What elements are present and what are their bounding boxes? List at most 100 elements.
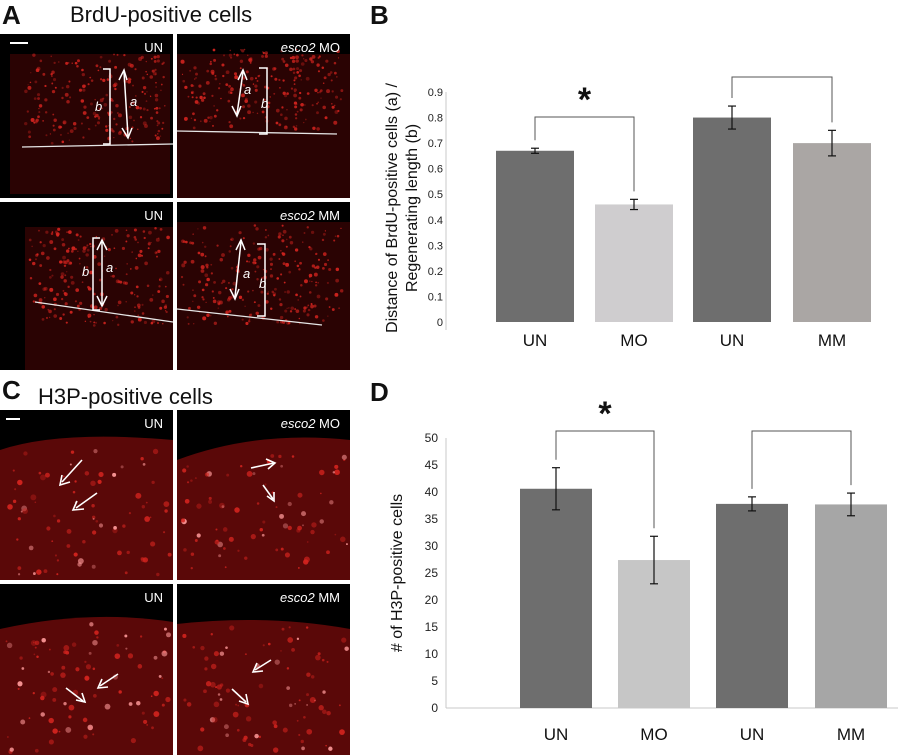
cell-dot [77,250,79,252]
cell-dot [322,252,327,256]
cell-dot [151,69,155,73]
cell-dot [261,54,264,58]
cell-dot [289,310,293,313]
cell-dot [69,463,72,466]
cell-dot [20,719,26,725]
cell-dot [203,689,207,694]
cell-dot [286,109,288,111]
cell-dot [238,231,242,235]
y-tick-label: 40 [425,485,439,499]
cell-dot [33,653,36,656]
cell-dot [297,492,303,498]
cell-dot [296,110,299,113]
cell-dot [28,258,32,262]
cell-dot [82,246,87,250]
cell-dot [200,252,205,257]
cell-dot [37,115,40,119]
cell-dot [49,133,52,135]
cell-dot [17,566,22,571]
cell-dot [156,124,159,127]
y-tick-label: 0.8 [428,113,443,125]
cell-dot [211,716,218,723]
cell-dot [153,55,157,59]
cell-dot [68,704,75,711]
cell-dot [258,735,262,739]
cell-dot [53,314,58,318]
cell-dot [51,274,54,277]
cell-dot [75,667,80,672]
cell-dot [248,313,252,317]
cell-dot [45,230,49,234]
cell-dot [183,240,186,243]
cell-dot [192,645,196,649]
cell-dot [99,55,103,59]
cell-dot [118,130,122,134]
cell-dot [63,279,67,283]
cell-dot [294,113,298,116]
cell-dot [42,244,46,248]
cell-dot [270,75,273,78]
cell-dot [104,703,111,710]
cell-dot [115,103,119,108]
cell-dot [66,231,68,233]
cell-dot [243,735,248,740]
cell-dot [98,471,104,478]
cell-dot [192,126,196,130]
cell-dot [36,655,39,659]
cell-dot [294,260,297,263]
cell-dot [95,64,99,68]
cell-dot [302,524,304,527]
cell-dot [26,110,30,113]
cell-dot [82,539,86,544]
cell-dot [157,121,161,125]
micrograph-a-esco2-mm: a b esco2 MM [177,202,350,370]
cell-dot [258,246,263,251]
cell-dot [79,262,81,265]
cell-dot [122,524,126,528]
cell-dot [317,652,321,656]
cell-dot [299,295,302,298]
cell-dot [230,239,232,241]
cell-dot [117,300,122,305]
cell-dot [322,266,325,270]
cell-dot [155,111,159,114]
cell-dot [57,227,61,231]
cell-dot [79,235,82,238]
cell-dot [190,566,193,570]
cell-dot [194,539,198,542]
cell-dot [274,77,278,81]
cell-dot [58,730,61,733]
condition-label: esco2 MM [280,590,340,605]
cell-dot [289,67,293,72]
cell-dot [322,709,327,715]
cell-dot [339,729,345,736]
cell-dot [156,572,160,577]
cell-dot [94,98,96,101]
cell-dot [200,98,205,102]
cell-dot [62,255,66,260]
bar-mm [793,143,871,322]
cell-dot [75,233,79,237]
cell-dot [95,235,98,238]
cell-dot [292,125,296,129]
cell-dot [306,672,311,677]
cell-dot [280,249,282,252]
tissue-image [177,48,350,198]
cell-dot [97,479,102,484]
cell-dot [161,650,168,657]
x-tick-label: UN [544,725,569,744]
cell-dot [115,123,118,126]
cell-dot [131,251,133,253]
cell-dot [134,294,136,296]
cell-dot [151,480,155,485]
cell-dot [340,89,344,92]
cell-dot [182,633,187,639]
cell-dot [128,512,132,515]
cell-dot [209,120,211,123]
cell-dot [333,71,337,75]
y-tick-label: 35 [425,512,439,526]
cell-dot [291,59,296,64]
cell-dot [184,498,190,504]
cell-dot [296,67,300,71]
cell-dot [156,255,158,258]
